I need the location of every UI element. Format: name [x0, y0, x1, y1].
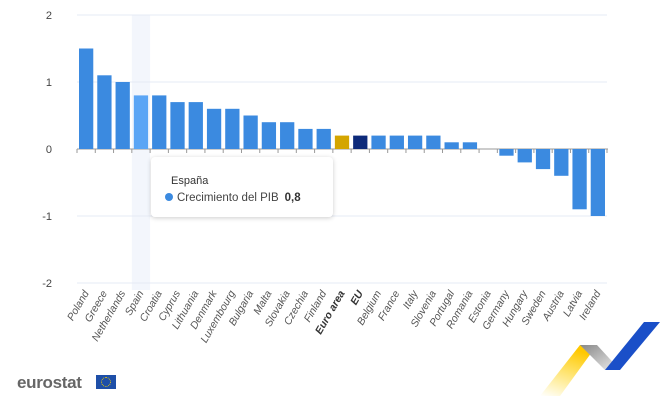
bar-latvia	[572, 149, 587, 210]
bar-spain	[133, 95, 149, 149]
eu-flag-icon	[96, 375, 116, 389]
bar-finland	[316, 128, 331, 149]
tooltip-value: 0,8	[284, 192, 301, 204]
bar-austria	[554, 149, 569, 176]
tooltip-series: Crecimiento del PIB	[177, 192, 279, 204]
bar-euro-area	[334, 135, 350, 149]
bar-luxembourg	[225, 108, 240, 149]
bar-cyprus	[170, 102, 185, 149]
bar-france	[389, 135, 404, 149]
bar-slovakia	[280, 122, 295, 149]
bar-greece	[97, 75, 112, 149]
y-tick-label: 1	[46, 77, 52, 89]
bar-belgium	[371, 135, 386, 149]
x-category-label: EU	[348, 288, 366, 307]
tooltip-row: Crecimiento del PIB 0,8	[165, 192, 301, 204]
tooltip-title: España	[171, 175, 209, 187]
bar-poland	[79, 48, 94, 149]
y-tick-label: 0	[46, 144, 52, 156]
bar-ireland	[590, 149, 605, 216]
bar-malta	[261, 122, 277, 149]
bar-czechia	[298, 128, 313, 149]
series-dot-icon	[165, 193, 173, 201]
tooltip: España Crecimiento del PIB 0,8	[151, 157, 333, 217]
bar-hungary	[517, 149, 532, 163]
y-tick-label: 2	[46, 10, 52, 22]
bar-portugal	[444, 142, 459, 149]
bar-croatia	[152, 95, 167, 149]
bar-bulgaria	[243, 115, 258, 149]
bar-italy	[407, 135, 423, 149]
bar-netherlands	[115, 82, 130, 149]
bar-slovenia	[426, 135, 441, 149]
bar-lithuania	[188, 102, 203, 149]
bar-denmark	[206, 108, 222, 149]
y-tick-label: -2	[42, 278, 52, 290]
y-tick-label: -1	[42, 211, 52, 223]
eurostat-logo: eurostat	[17, 373, 82, 392]
bar-sweden	[535, 149, 551, 170]
bar-germany	[499, 149, 514, 156]
hover-band	[131, 15, 151, 290]
bar-eu	[353, 135, 368, 149]
bar-romania	[462, 142, 478, 149]
